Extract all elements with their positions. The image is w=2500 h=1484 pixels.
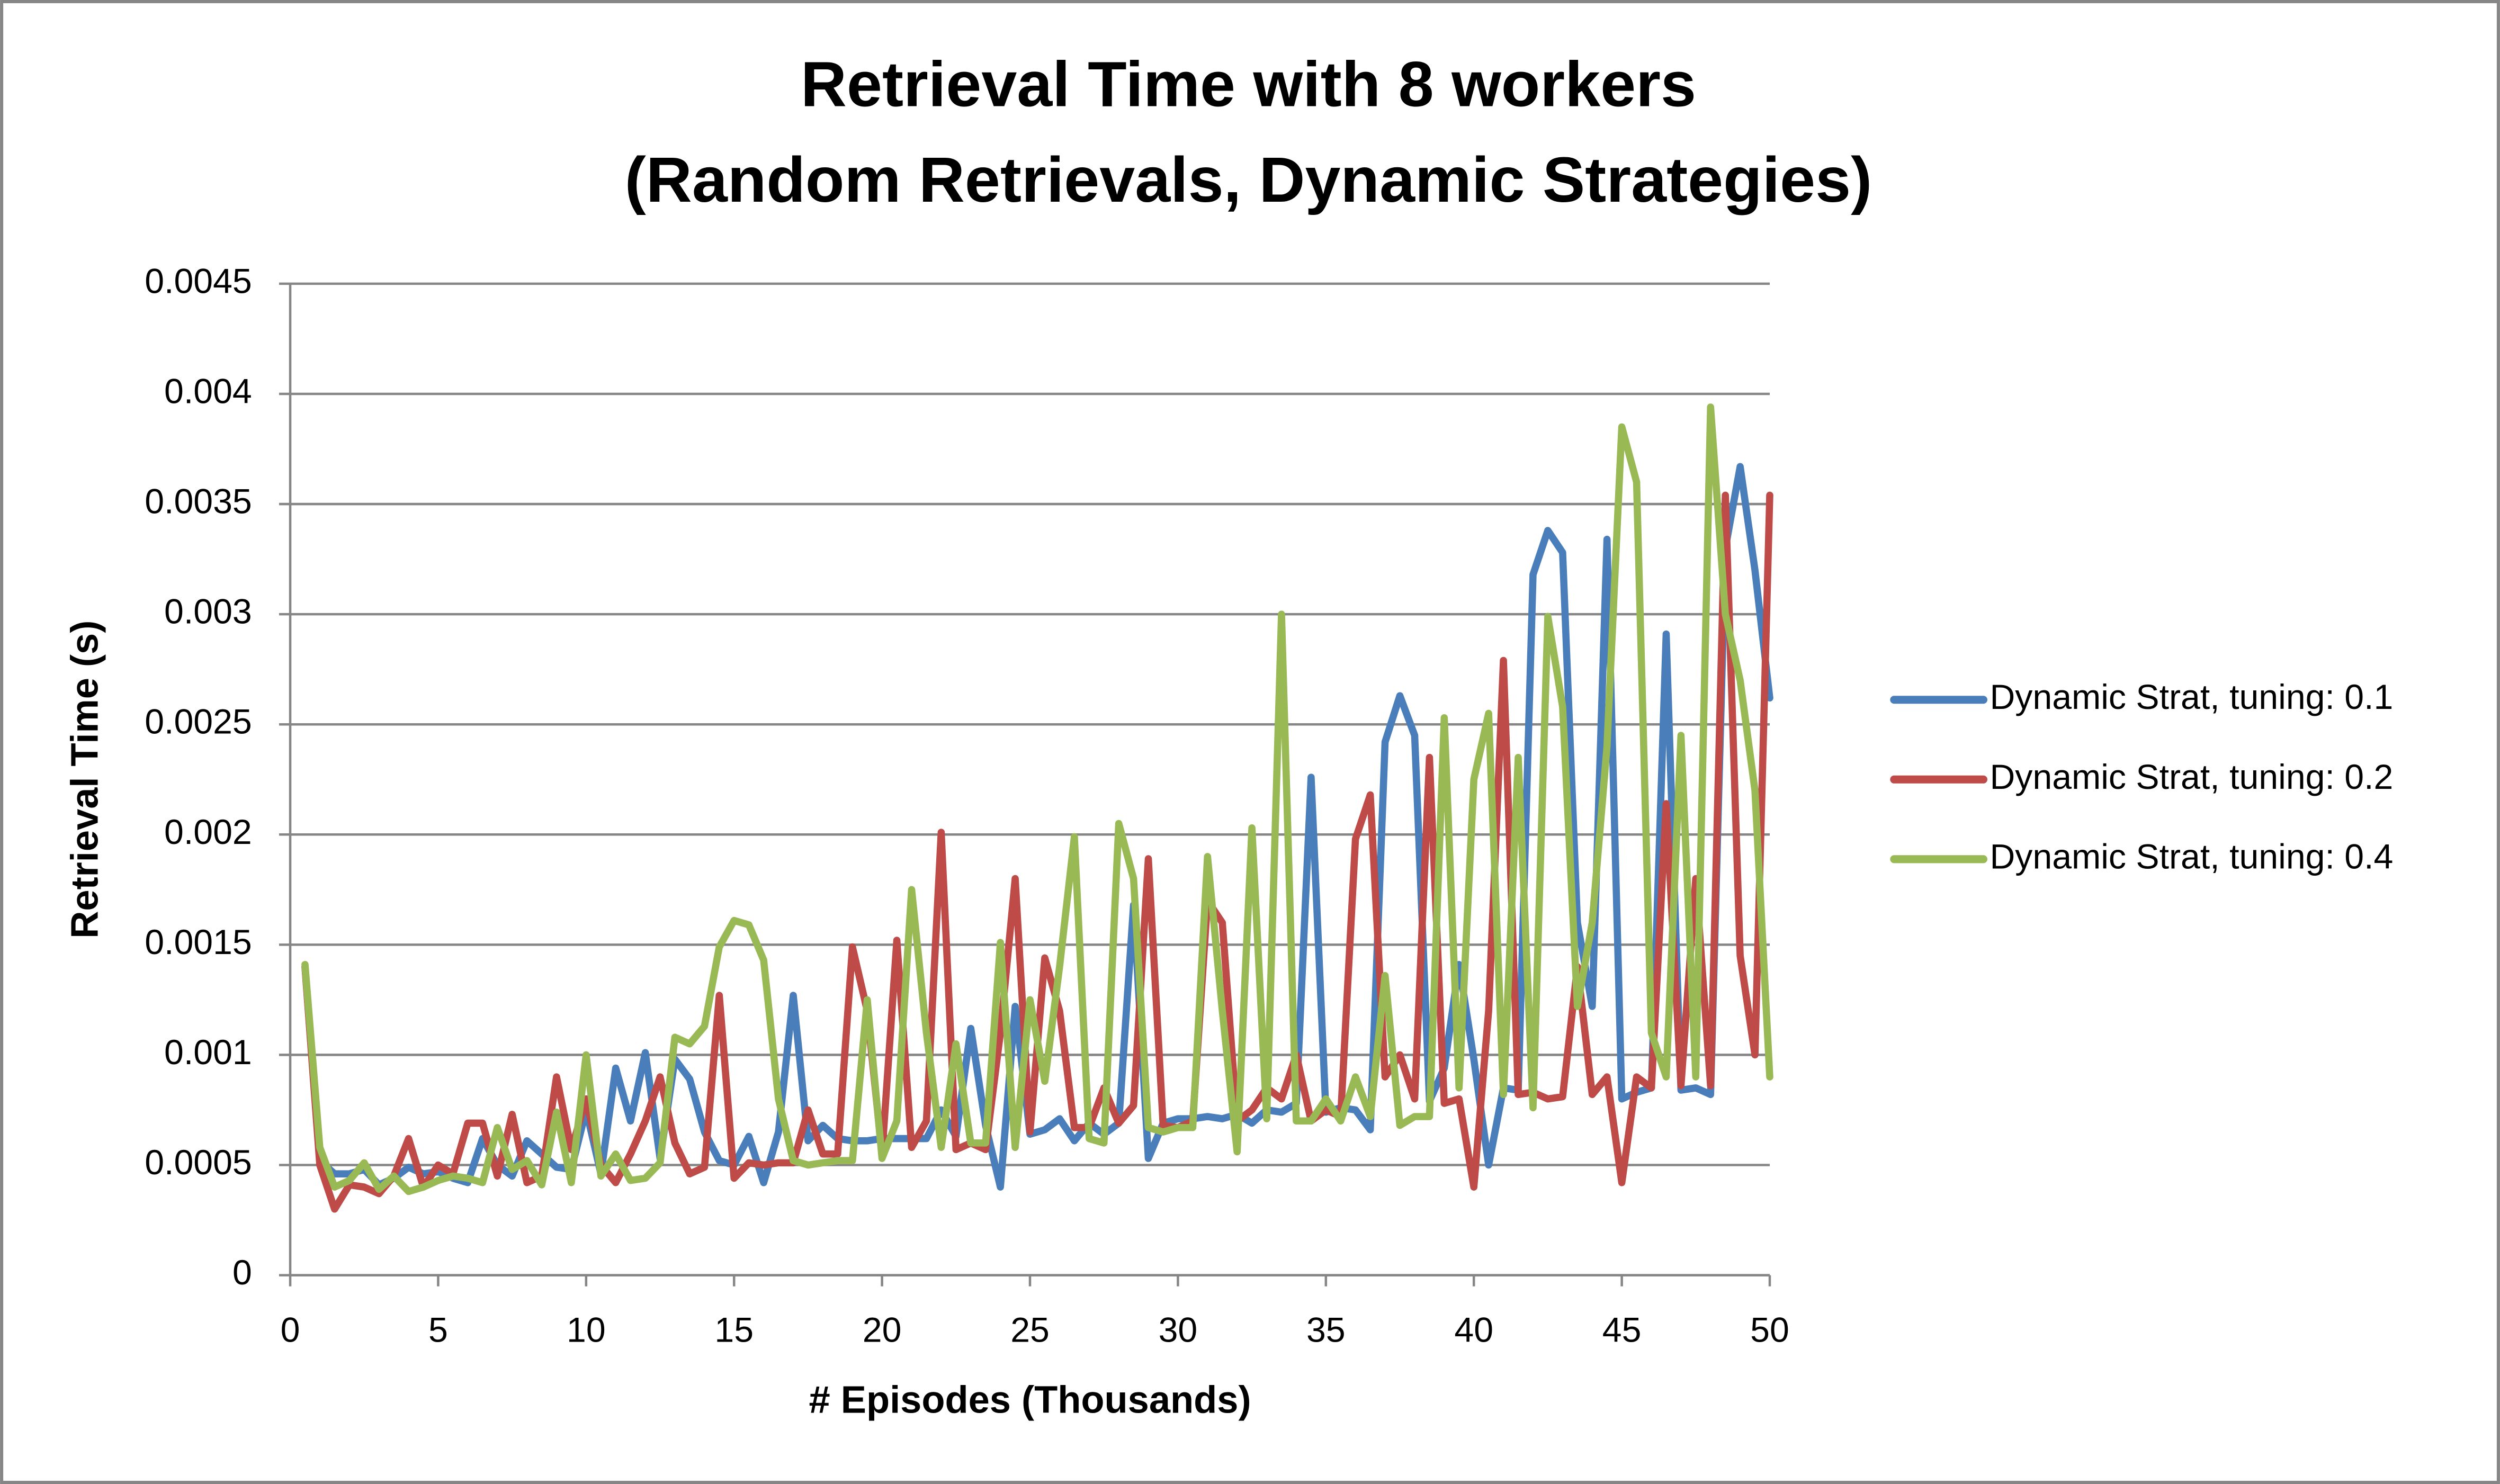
legend-label: Dynamic Strat, tuning: 0.2 <box>1990 758 2393 797</box>
x-tick-label: 20 <box>863 1310 902 1350</box>
legend-label: Dynamic Strat, tuning: 0.1 <box>1990 678 2393 717</box>
x-tick-label: 5 <box>428 1310 448 1350</box>
y-tick-label: 0.0005 <box>145 1143 252 1182</box>
y-axis-title: Retrieval Time (s) <box>64 620 106 939</box>
x-tick-label: 25 <box>1010 1310 1050 1350</box>
x-axis-title: # Episodes (Thousands) <box>809 1379 1251 1422</box>
y-tick-label: 0.0025 <box>145 703 252 742</box>
y-tick-label: 0.001 <box>164 1033 252 1072</box>
x-tick-label: 35 <box>1306 1310 1346 1350</box>
y-tick-label: 0.003 <box>164 592 252 632</box>
y-tick-label: 0 <box>232 1253 252 1292</box>
x-tick-label: 15 <box>714 1310 754 1350</box>
series-line <box>301 403 1773 1195</box>
y-tick-label: 0.0035 <box>145 482 252 521</box>
x-tick-label: 10 <box>567 1310 606 1350</box>
x-tick-label: 0 <box>281 1310 300 1350</box>
y-tick-label: 0.0015 <box>145 923 252 962</box>
y-tick-label: 0.004 <box>164 372 252 411</box>
x-tick-label: 50 <box>1750 1310 1789 1350</box>
chart-title: (Random Retrievals, Dynamic Strategies) <box>625 144 1872 215</box>
legend-label: Dynamic Strat, tuning: 0.4 <box>1990 837 2393 876</box>
y-tick-label: 0.0045 <box>145 262 252 301</box>
x-tick-label: 30 <box>1159 1310 1198 1350</box>
y-tick-label: 0.002 <box>164 813 252 852</box>
x-tick-label: 45 <box>1602 1310 1642 1350</box>
chart-title: Retrieval Time with 8 workers <box>801 48 1696 120</box>
x-tick-label: 40 <box>1454 1310 1493 1350</box>
